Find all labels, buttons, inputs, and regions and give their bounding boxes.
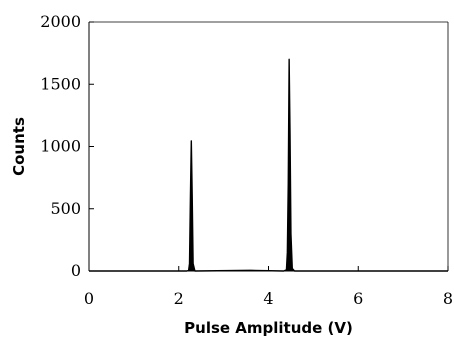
- x-tick-label: 4: [263, 289, 273, 308]
- x-axis-ticks: 0 2 4 6 8: [84, 266, 453, 308]
- y-tick-label: 1500: [40, 74, 81, 93]
- y-tick-label: 2000: [40, 12, 81, 31]
- y-tick-label: 500: [50, 199, 81, 218]
- y-tick-label: 1000: [40, 137, 81, 156]
- series-group: [89, 58, 448, 272]
- x-tick-label: 6: [353, 289, 363, 308]
- y-tick-label: 0: [71, 261, 81, 280]
- series-line: [89, 58, 448, 272]
- x-tick-label: 2: [174, 289, 184, 308]
- x-tick-label: 8: [443, 289, 453, 308]
- x-tick-label: 0: [84, 289, 94, 308]
- y-axis-title: Counts: [10, 117, 28, 176]
- x-axis-title: Pulse Amplitude (V): [184, 319, 353, 337]
- y-axis-ticks: 0 500 1000 1500 2000: [40, 12, 94, 280]
